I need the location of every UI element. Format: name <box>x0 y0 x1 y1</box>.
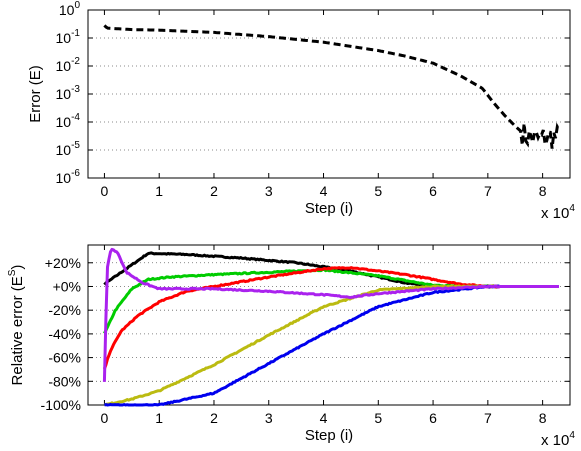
x-tick-label: 8 <box>539 183 547 199</box>
y-tick-label: 10-6 <box>56 168 81 186</box>
x-tick-label: 0 <box>101 183 109 199</box>
y-tick-label: -80% <box>48 373 81 389</box>
x-tick-label: 1 <box>155 183 163 199</box>
y-tick-label: -60% <box>48 350 81 366</box>
x-tick-label: 0 <box>101 410 109 426</box>
x-multiplier-label: x 104 <box>541 430 575 449</box>
x-tick-label: 8 <box>539 410 547 426</box>
x-tick-label: 3 <box>265 183 273 199</box>
x-tick-label: 5 <box>374 410 382 426</box>
relative-error-series-line <box>102 266 559 370</box>
relative-error-series-line <box>103 284 559 407</box>
x-axis-label: Step (i) <box>305 200 353 217</box>
error-series-line <box>103 24 561 150</box>
error-panel: 0 1 2 3 4 5 6 7 8 100 10-1 10-2 10-3 10-4 10-5 10-6 Step… <box>27 0 575 222</box>
y-axis-label: Relative error (ES) <box>7 265 26 386</box>
y-axis-label: Error (E) <box>27 65 44 123</box>
y-tick-label: +20% <box>45 255 81 271</box>
x-tick-label: 2 <box>210 183 218 199</box>
x-tick-label: 4 <box>320 410 328 426</box>
y-tick-label: +0% <box>53 278 81 294</box>
x-tick-label: 7 <box>484 183 492 199</box>
relative-error-series-line <box>102 247 559 382</box>
y-tick-label: 10-5 <box>56 140 81 158</box>
y-tick-label: 10-4 <box>56 112 81 130</box>
x-axis-label: Step (i) <box>305 427 353 444</box>
x-tick-label: 1 <box>155 410 163 426</box>
relative-error-panel: 0 1 2 3 4 5 6 7 8 +20% +0% -20% -40% -60% -80% -100% Ste… <box>7 244 575 449</box>
y-tick-label: 10-1 <box>56 28 81 46</box>
y-tick-label: -20% <box>48 302 81 318</box>
x-tick-label: 2 <box>210 410 218 426</box>
y-tick-label: 10-2 <box>56 56 81 74</box>
x-tick-label: 4 <box>320 183 328 199</box>
x-tick-label: 3 <box>265 410 273 426</box>
x-multiplier-label: x 104 <box>541 203 575 222</box>
x-tick-label: 6 <box>429 183 437 199</box>
x-tick-label: 6 <box>429 410 437 426</box>
relative-error-series-line <box>103 268 559 335</box>
axes-box <box>87 244 571 406</box>
y-tick-label: 10-3 <box>56 84 81 102</box>
y-tick-label: -40% <box>48 326 81 342</box>
y-tick-label: 100 <box>59 0 81 18</box>
x-tick-label: 5 <box>374 183 382 199</box>
x-tick-label: 7 <box>484 410 492 426</box>
y-tick-label: -100% <box>41 397 81 413</box>
